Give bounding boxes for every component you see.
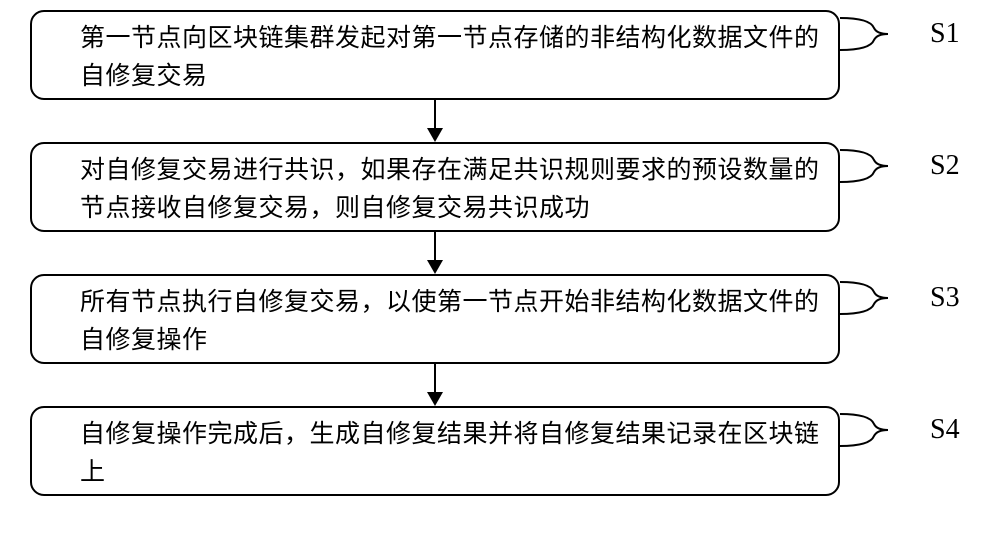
step-text: 第一节点向区块链集群发起对第一节点存储的非结构化数据文件的自修复交易 [80, 20, 820, 95]
step-box-s4: 自修复操作完成后，生成自修复结果并将自修复结果记录在区块链上 [30, 406, 840, 496]
step-text: 所有节点执行自修复交易，以使第一节点开始非结构化数据文件的自修复操作 [80, 284, 820, 359]
step-label-s4: S4 [930, 414, 960, 446]
step-label-s1: S1 [930, 18, 960, 50]
step-label-s3: S3 [930, 282, 960, 314]
step-label-s2: S2 [930, 150, 960, 182]
step-box-s1: 第一节点向区块链集群发起对第一节点存储的非结构化数据文件的自修复交易 [30, 10, 840, 100]
step-box-s3: 所有节点执行自修复交易，以使第一节点开始非结构化数据文件的自修复操作 [30, 274, 840, 364]
step-text: 对自修复交易进行共识，如果存在满足共识规则要求的预设数量的节点接收自修复交易，则… [80, 152, 820, 227]
flowchart-canvas: 第一节点向区块链集群发起对第一节点存储的非结构化数据文件的自修复交易 S1 对自修复… [0, 0, 1000, 544]
step-box-s2: 对自修复交易进行共识，如果存在满足共识规则要求的预设数量的节点接收自修复交易，则… [30, 142, 840, 232]
step-text: 自修复操作完成后，生成自修复结果并将自修复结果记录在区块链上 [80, 416, 820, 491]
